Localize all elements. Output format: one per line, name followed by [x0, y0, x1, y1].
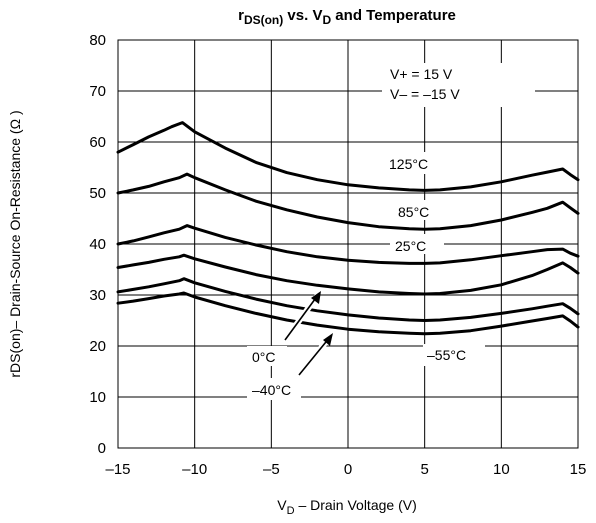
y-tick-label: 0	[98, 440, 106, 457]
x-tick-label: 5	[420, 461, 428, 478]
label-bg-125	[384, 152, 444, 174]
series-label-minus40c: –40°C	[252, 382, 291, 398]
title-r-subscript: DS(on)	[244, 13, 283, 27]
y-tick-label: 70	[89, 83, 106, 100]
title-r: r	[238, 7, 244, 24]
series-line-3	[116, 253, 580, 296]
x-label-rest: – Drain Voltage (V)	[295, 497, 417, 513]
x-tick-label: –10	[182, 461, 207, 478]
title-v-subscript: D	[322, 13, 331, 27]
series-label-125c: 125°C	[389, 156, 428, 172]
label-bg-85	[393, 200, 445, 220]
series-line-4	[116, 277, 580, 322]
condition-vplus: V+ = 15 V	[390, 66, 453, 82]
y-tick-label: 30	[89, 287, 106, 304]
series-line-2	[116, 224, 580, 265]
y-axis-ticks: 0 10 20 30 40 50 60 70 80	[89, 32, 106, 457]
x-label-subscript: D	[287, 505, 295, 517]
chart-title: rDS(on) vs. VD and Temperature	[238, 7, 456, 27]
series-label-85c: 85°C	[398, 204, 429, 220]
y-tick-label: 80	[89, 32, 106, 49]
label-bg-0	[247, 346, 287, 366]
arrow-to-0c	[282, 291, 321, 342]
series-label-25c: 25°C	[395, 238, 426, 254]
title-end: and Temperature	[331, 7, 456, 24]
y-axis-label: rDS(on)– Drain-Source On-Resistance (Ω )	[7, 110, 23, 377]
x-tick-label: 10	[493, 461, 510, 478]
x-label-v: V	[277, 497, 287, 513]
x-tick-label: –15	[105, 461, 130, 478]
label-bg-m40	[247, 378, 301, 400]
title-middle: vs. V	[283, 7, 322, 24]
series-label-minus55c: –55°C	[427, 347, 466, 363]
y-tick-label: 10	[89, 389, 106, 406]
y-tick-label: 50	[89, 185, 106, 202]
x-tick-label: –5	[263, 461, 280, 478]
series-lines	[116, 121, 580, 336]
y-tick-label: 60	[89, 134, 106, 151]
y-tick-label: 40	[89, 236, 106, 253]
condition-vminus: V– = –15 V	[390, 86, 460, 102]
x-tick-label: 0	[344, 461, 352, 478]
x-axis-label: VD – Drain Voltage (V)	[277, 497, 416, 517]
y-tick-label: 20	[89, 338, 106, 355]
x-axis-ticks: –15 –10 –5 0 5 10 15	[105, 461, 586, 478]
series-label-0c: 0°C	[252, 349, 276, 365]
conditions-background	[382, 63, 535, 107]
label-bg-25	[390, 234, 444, 254]
series-line-5	[116, 291, 580, 336]
arrow-to-minus40c	[296, 333, 333, 377]
x-tick-label: 15	[570, 461, 587, 478]
series-line-0	[116, 121, 580, 192]
label-bg-m55	[423, 344, 485, 366]
series-line-1	[116, 172, 580, 231]
